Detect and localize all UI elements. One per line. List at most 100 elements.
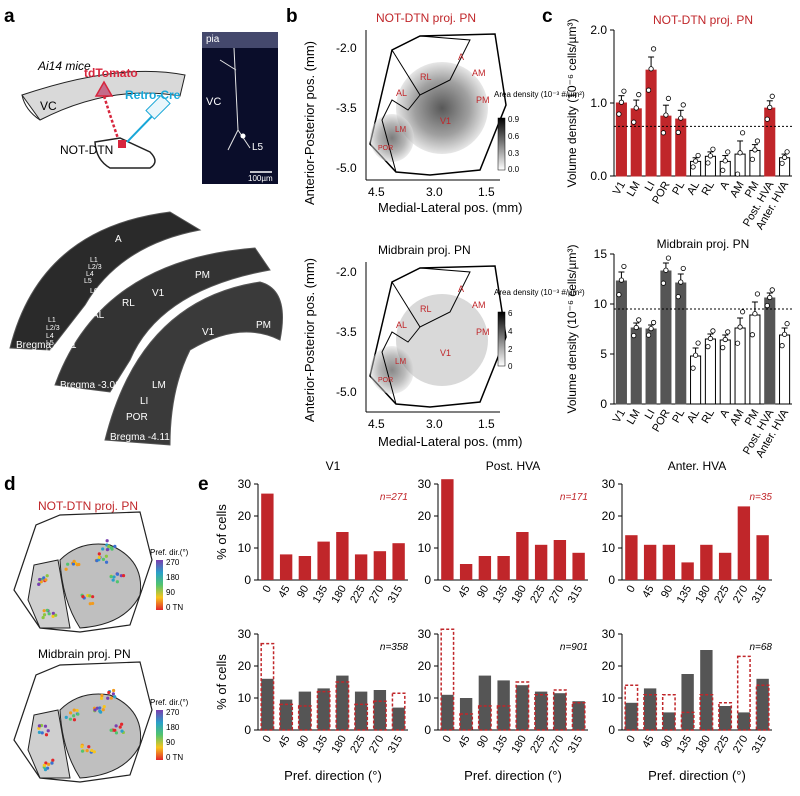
map-bottom-cbar-tick-1: 4: [508, 327, 513, 336]
bregma-1: Bregma -1.91: [16, 340, 77, 351]
cell-marker-3-3: [109, 574, 113, 579]
map-bottom-cbar-tick-3: 0: [508, 362, 513, 371]
map-top-ytick-1: -3.5: [336, 101, 357, 115]
cell-marker-1-2: [72, 714, 76, 718]
c-bottom-point-0-1: [618, 277, 625, 283]
e-g2-outline-3: [496, 705, 511, 731]
e-r2-bar-5: [534, 544, 548, 580]
s1-layer-l4: L4: [86, 271, 94, 278]
c-top-point-8-1: [737, 150, 743, 156]
c-bottom-point-10-2: [769, 287, 775, 293]
cell-marker-2-7: [104, 560, 109, 564]
c-top-point-3-1: [663, 112, 669, 118]
e-g2-xtick-6: 270: [547, 734, 567, 756]
c-bottom-bar-4: [675, 282, 687, 405]
e-g1-bar-1: [279, 699, 293, 730]
s2-area-rl: RL: [122, 298, 135, 309]
c-top-point-8-2: [739, 130, 746, 136]
c-top-point-1-2: [636, 92, 642, 98]
e-g2-xtick-2: 90: [475, 734, 492, 751]
cell-marker-0-6: [44, 578, 48, 582]
injection-site-icon: [118, 140, 126, 148]
s2-area-pm: PM: [195, 270, 210, 281]
c-bottom-bar-5: [690, 355, 702, 405]
c-top-bar-3: [660, 115, 672, 177]
e-g1-outline-7: [391, 692, 406, 731]
dmap-top-legend-title: Pref. dir.(°): [150, 548, 189, 557]
panel-letter-b: b: [286, 6, 298, 27]
c-bottom-point-11-1: [781, 331, 788, 337]
panel-letter-d: d: [4, 474, 16, 495]
cell-marker-6-6: [105, 539, 109, 543]
e-r3-bar-5: [718, 552, 732, 580]
map-top-area-pm: PM: [476, 95, 490, 105]
cell-marker-1-8: [72, 559, 76, 563]
s3-area-li: LI: [140, 396, 148, 407]
map-bottom-area-por: POR: [378, 377, 393, 384]
map-bottom-xtick-2: 1.5: [478, 417, 495, 431]
cell-marker-3-2: [120, 729, 124, 733]
map-top-cbar-tick-3: 0.0: [508, 165, 520, 174]
e-g1-bar-2: [298, 691, 312, 730]
map-top-lm-density: [370, 114, 414, 162]
cell-marker-2-2: [104, 554, 108, 558]
s3-area-por: POR: [126, 412, 148, 423]
c-top-point-4-2: [680, 102, 686, 108]
e-r3-xtick-7: 315: [750, 584, 770, 606]
map-top-colorbar: [497, 117, 506, 171]
c-bottom-point-2-2: [650, 319, 657, 326]
s3-layer-l23: L2/3: [98, 401, 112, 408]
c-bottom-point-10-1: [767, 294, 773, 301]
dmap-bottom-colorbar: [156, 710, 163, 760]
e-g2-ytick-label: 30: [418, 627, 432, 641]
c-top-point-6-0: [705, 160, 711, 166]
e-g2-outline-0: [440, 628, 455, 731]
c-top-point-3-2: [665, 95, 672, 102]
c-top-point-10-0: [764, 116, 770, 122]
map-top-area-por: POR: [378, 145, 393, 152]
neuron-soma: [240, 133, 246, 139]
e-g1-xtick-0: 0: [261, 734, 274, 745]
e-r2-ytick-label: 30: [418, 477, 432, 491]
map-bottom-area-rl: RL: [420, 304, 432, 314]
cell-marker-0-6: [44, 733, 49, 737]
map-top-borders-2: [381, 94, 421, 173]
e-g3-xtick-1: 45: [640, 734, 657, 751]
e-g3-outline-5: [718, 702, 733, 731]
c-top-xtick-5: AL: [685, 180, 702, 198]
e-g3-xtick-7: 315: [750, 734, 770, 756]
e-r2-xtick-7: 315: [566, 584, 586, 606]
c-top-point-4-0: [675, 129, 681, 135]
map-top-area-lm: LM: [395, 125, 406, 134]
map-top-cbar-tick-0: 0.9: [508, 115, 520, 124]
e-r1-bar-2: [298, 556, 312, 580]
e-r1-ytick-label: 30: [238, 477, 252, 491]
section-2: [54, 247, 271, 393]
cell-marker-6-6: [109, 696, 113, 700]
cell-marker-3-4: [120, 722, 124, 726]
c-top-ytick-label: 2.0: [590, 23, 607, 37]
map-top-area-am: AM: [472, 68, 486, 78]
cell-marker-0-5: [39, 580, 43, 584]
e-g1-outline-5: [354, 703, 369, 731]
e-r1-title: V1: [326, 459, 341, 473]
cell-marker-2-4: [95, 706, 99, 710]
c-top-point-11-1: [781, 154, 788, 160]
e-g3-outline-4: [699, 694, 714, 731]
map-bottom-ylabel: Anterior-Posterior pos. (mm): [302, 258, 317, 422]
dmap-top-legend-3: 0 TN: [166, 603, 183, 612]
cell-marker-5-2: [44, 761, 48, 765]
c-top-point-10-2: [769, 93, 775, 99]
c-bottom-point-6-1: [707, 335, 714, 342]
e-g2-n: n=901: [560, 642, 588, 653]
e-g1-bar-6: [373, 690, 387, 730]
s1-layer-l6: L6: [90, 288, 98, 295]
cell-marker-2-4: [97, 555, 101, 559]
cell-marker-1-6: [68, 717, 73, 721]
e-r1-bar-5: [354, 554, 368, 580]
e-r3-xtick-1: 45: [640, 584, 657, 601]
e-g3-ytick-label: 20: [602, 659, 616, 673]
dmap-top-legend-1: 180: [166, 573, 180, 582]
section-3: [104, 281, 283, 446]
